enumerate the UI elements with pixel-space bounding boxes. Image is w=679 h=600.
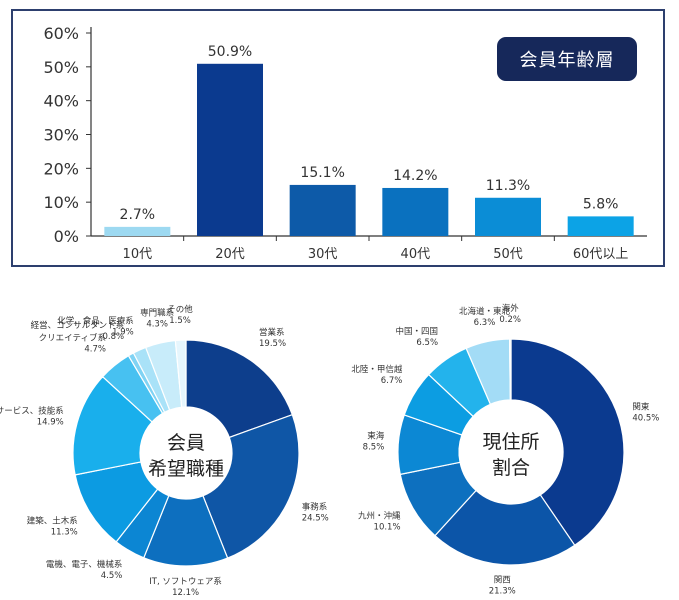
donut1-value: 4.3%: [146, 319, 168, 329]
donut1-value: 24.5%: [302, 513, 329, 523]
donut1-value: 4.7%: [84, 344, 106, 354]
donut2-value: 6.5%: [416, 338, 438, 348]
x-tick-label: 50代: [493, 247, 523, 262]
y-tick-label: 20%: [43, 159, 79, 178]
donut2-value: 8.5%: [363, 442, 385, 452]
y-tick-label: 60%: [43, 24, 79, 43]
donut1-label: クリエイティブ系: [39, 332, 106, 343]
age-bar-chart: 0% 10% 20% 30% 40% 50% 60% 2.7% 10代 50.9% 20代 15.1%…: [43, 24, 647, 262]
y-tick-label: 50%: [43, 58, 79, 77]
age-badge: 会員年齢層: [497, 37, 637, 81]
donut1-label: IT, ソフトウェア系: [149, 576, 222, 587]
x-tick-label: 20代: [215, 247, 245, 262]
donut1-slice-2: [202, 413, 300, 559]
donut1-label: その他: [167, 304, 193, 315]
bar-5: [475, 197, 541, 236]
donut1-value: 1.5%: [169, 316, 191, 326]
donut2-label: 東海: [367, 430, 385, 441]
bar-3: [289, 184, 356, 236]
y-tick-label: 30%: [43, 126, 79, 145]
donut2-slice-2: [434, 489, 576, 566]
donut1-value: 12.1%: [172, 588, 199, 598]
bar-4: [382, 187, 449, 236]
donut1-value: 14.9%: [37, 418, 64, 428]
donut2-label: 海外: [502, 303, 520, 314]
bar-value-label: 11.3%: [486, 178, 530, 194]
donut1-slice-11: [174, 339, 187, 408]
donut2-slice-1: [510, 338, 625, 547]
donut2-hole: [460, 401, 562, 503]
donut1-center-line1: 会員: [167, 432, 205, 454]
donut2-value: 40.5%: [632, 414, 659, 424]
donut1-hole: [141, 408, 231, 498]
donut1-label: 店舗、サービス、技能系: [0, 406, 64, 417]
donut1-label: 電機、電子、機械系: [46, 559, 123, 570]
y-tick-label: 40%: [43, 92, 79, 111]
donut2-value: 10.1%: [374, 523, 401, 533]
age-chart-panel: 0% 10% 20% 30% 40% 50% 60% 2.7% 10代 50.9% 20代 15.1%…: [11, 9, 665, 267]
donut1-label: 建築、土木系: [27, 515, 78, 526]
donut2-center-line1: 現住所: [482, 431, 539, 453]
donut2-label: 関東: [632, 402, 650, 413]
x-tick-label: 30代: [308, 247, 338, 262]
bar-1: [104, 226, 171, 236]
donut2-label: 北海道・東北: [459, 306, 511, 317]
bar-2: [197, 63, 263, 237]
donut2-slice-8: [508, 338, 512, 401]
donut1-label: 化学、食品、医療系: [57, 315, 134, 326]
donut1-value: 19.5%: [259, 339, 286, 349]
donut1-value: 0.8%: [103, 332, 125, 342]
y-tick-label: 10%: [43, 193, 79, 212]
donut1-label: 事務系: [302, 501, 328, 512]
donut1-value: 11.3%: [51, 527, 78, 537]
bar-value-label: 14.2%: [393, 168, 437, 184]
x-tick-label: 40代: [401, 247, 431, 262]
donut1-label: 経営、コンサルタント系: [31, 320, 125, 331]
donut2-label: 中国・四国: [396, 326, 439, 337]
bar-value-label: 5.8%: [583, 196, 619, 212]
x-tick-label: 10代: [123, 247, 153, 262]
bar-6: [567, 216, 634, 236]
donut2-value: 21.3%: [489, 587, 516, 597]
donut2-label: 九州・沖縄: [358, 511, 401, 522]
bar-value-label: 15.1%: [300, 165, 344, 181]
y-tick-label: 0%: [54, 227, 79, 246]
donut2-value: 6.7%: [381, 376, 403, 386]
donut2-label: 北陸・甲信越: [351, 364, 403, 375]
donut2-value: 0.2%: [499, 315, 521, 325]
donut1-value: 4.5%: [101, 571, 123, 581]
donut2-label: 関西: [494, 576, 511, 586]
donut1-label: 営業系: [259, 327, 285, 338]
donut1-center-line2: 希望職種: [148, 458, 224, 480]
donut2-center-line2: 割合: [492, 457, 530, 479]
x-tick-label: 60代以上: [573, 247, 629, 262]
donut1-label: 専門職系: [140, 307, 174, 318]
bar-value-label: 50.9%: [208, 44, 252, 60]
donut1-slice-1: [185, 339, 294, 439]
donut2-value: 6.3%: [474, 318, 496, 328]
donut1-value: 1.9%: [112, 327, 134, 337]
bar-value-label: 2.7%: [120, 207, 156, 223]
